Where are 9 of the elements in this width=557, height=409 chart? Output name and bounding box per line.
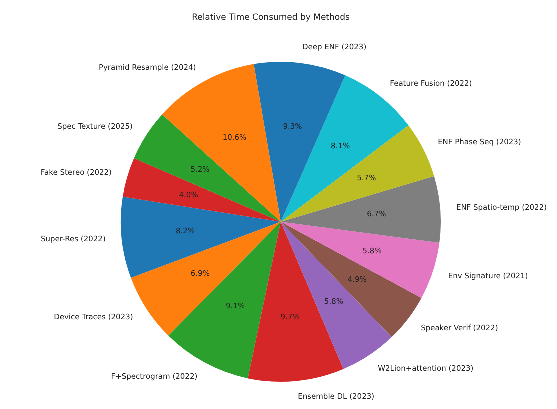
chart-title: Relative Time Consumed by Methods [192,13,350,23]
pie-slice [134,114,281,222]
pie-slice [121,196,281,278]
pie-slice [122,158,281,222]
pie-slice [281,176,441,244]
pie-slice [281,222,440,298]
pie-slice [281,222,422,338]
pie-slice [248,222,344,382]
pie-slice [168,222,281,379]
